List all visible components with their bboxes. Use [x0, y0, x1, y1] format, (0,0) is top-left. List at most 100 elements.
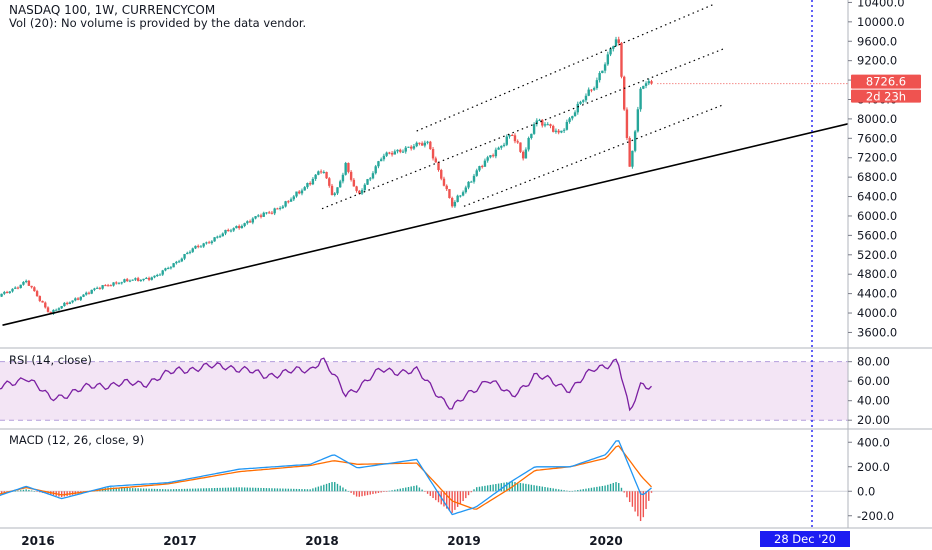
macd-line [0, 440, 652, 516]
macd-histogram-bar [601, 485, 604, 492]
candle-body [311, 178, 315, 185]
symbol-legend[interactable]: NASDAQ 100, 1W, CURRENCYCOM [9, 3, 216, 17]
candle-body [401, 151, 405, 153]
macd-histogram-bar [385, 491, 388, 492]
macd-histogram-bar [566, 490, 568, 492]
candle-body [344, 163, 347, 175]
macd-histogram-bar [110, 487, 112, 492]
macd-histogram-bar [372, 491, 374, 495]
candle-body [175, 261, 178, 264]
candle-body [573, 112, 577, 117]
macd-histogram-bar [508, 481, 511, 492]
macd-histogram-bar [628, 491, 631, 503]
macd-histogram-bar [648, 491, 650, 501]
candle-body [259, 215, 263, 217]
macd-legend[interactable]: MACD (12, 26, close, 9) [9, 433, 145, 447]
rsi-band [0, 361, 848, 421]
macd-histogram-bar [301, 489, 303, 492]
candle-body [262, 212, 265, 217]
candle-body [333, 193, 336, 195]
candle-body [388, 152, 391, 154]
price-tick-label: 6000.0 [857, 209, 897, 223]
macd-histogram-bar [473, 489, 475, 492]
candle-body [207, 242, 211, 244]
macd-histogram-bar [369, 491, 371, 495]
candle-body [349, 171, 353, 180]
macd-histogram-bar [273, 488, 276, 492]
macd-histogram-bar [222, 487, 224, 492]
macd-histogram-bar [320, 485, 322, 492]
macd-histogram-bar [394, 489, 396, 492]
candle-body [16, 287, 20, 289]
price-candles [0, 36, 653, 315]
candle-body [549, 124, 552, 126]
macd-histogram-bar [623, 491, 625, 493]
candle-body [19, 284, 22, 288]
candle-body [65, 302, 69, 304]
candle-body [224, 229, 227, 234]
macd-histogram-bar [17, 490, 19, 492]
macd-histogram-bar [448, 491, 451, 511]
candle-body [442, 178, 446, 186]
rsi-band-fill [0, 361, 848, 421]
macd-histogram-bar [298, 488, 300, 492]
last-price-tag-bg [851, 74, 921, 89]
trendlines[interactable] [2, 0, 849, 528]
candle-body [314, 174, 317, 179]
candle-body [633, 131, 637, 151]
macd-histogram-bar [634, 491, 636, 512]
candle-body [95, 287, 99, 289]
candle-body [240, 225, 244, 229]
macd-histogram-bar [536, 485, 538, 492]
candle-body [420, 143, 424, 146]
candle-body [306, 183, 309, 188]
candle-body [554, 130, 558, 132]
macd-histogram-bar [148, 488, 150, 492]
macd-histogram-bar [486, 485, 489, 492]
candle-body [0, 293, 3, 297]
macd-histogram-bar [585, 488, 587, 492]
macd-histogram-bar [383, 491, 385, 492]
macd-histogram-bar [189, 488, 191, 492]
candle-body [415, 142, 418, 147]
time-tick-label: 2017 [163, 534, 196, 548]
macd-histogram-bar [129, 488, 131, 492]
candle-body [278, 207, 282, 209]
macd-histogram-bar [328, 482, 330, 492]
candle-body [205, 242, 208, 244]
macd-histogram-bar [650, 491, 653, 493]
candle-body [325, 171, 328, 179]
time-tick-label: 2019 [447, 534, 480, 548]
macd-histogram-bar [134, 488, 137, 492]
macd-histogram-bar [276, 488, 279, 492]
candle-body [560, 130, 563, 133]
candle-body [475, 170, 478, 176]
macd-histogram-bar [295, 488, 298, 492]
candle-body [142, 278, 145, 281]
macd-histogram-bar [525, 483, 527, 492]
axes [0, 0, 932, 529]
candle-body [382, 155, 386, 160]
candle-body [500, 145, 503, 148]
macd-histogram-bar [314, 487, 317, 492]
candle-body [93, 288, 96, 290]
candle-body [494, 149, 498, 157]
countdown-tag-bg [851, 89, 921, 103]
macd-histogram-bar [533, 485, 535, 492]
candle-body [358, 190, 361, 194]
rsi-legend[interactable]: RSI (14, close) [9, 353, 92, 367]
macd-histogram-bar [547, 487, 549, 492]
candle-body [128, 280, 132, 282]
macd-tick-label: -200.0 [857, 509, 894, 523]
last-price-tag: 8726.6 [866, 75, 906, 89]
candle-body [483, 160, 487, 167]
macd-histogram-bar [339, 485, 341, 492]
macd-histogram-bar [443, 491, 445, 507]
candle-body [516, 141, 519, 143]
candle-body [423, 142, 427, 146]
volume-legend[interactable]: Vol (20): No volume is provided by the d… [9, 16, 307, 30]
macd-histogram-bar [112, 487, 115, 492]
macd-histogram-bar [421, 489, 423, 492]
channel-trendline [416, 4, 713, 132]
